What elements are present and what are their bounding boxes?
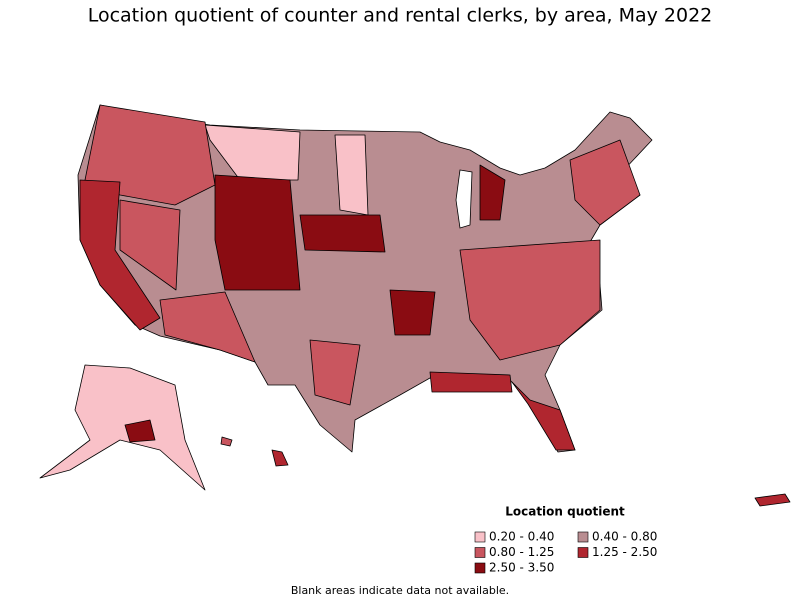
legend-swatch xyxy=(474,547,486,558)
region xyxy=(124,419,156,443)
footnote: Blank areas indicate data not available. xyxy=(291,584,509,597)
region xyxy=(511,381,576,451)
region xyxy=(271,449,289,467)
region xyxy=(299,214,386,253)
region xyxy=(569,139,641,226)
legend-label: 0.40 - 0.80 xyxy=(592,530,657,544)
legend-swatch xyxy=(474,562,486,574)
region xyxy=(214,174,301,291)
lake-michigan xyxy=(455,169,473,229)
region xyxy=(39,364,206,491)
legend-label: 0.20 - 0.40 xyxy=(489,530,554,544)
legend: 0.20 - 0.40 0.40 - 0.80 0.80 - 1.25 1.25 - … xyxy=(474,530,657,575)
region xyxy=(79,179,161,331)
map-title: Location quotient of counter and rental … xyxy=(88,5,713,27)
region xyxy=(429,371,513,393)
region xyxy=(389,289,436,336)
legend-label: 2.50 - 3.50 xyxy=(489,561,554,575)
legend-title: Location quotient xyxy=(505,505,625,519)
region xyxy=(754,493,791,507)
region xyxy=(220,436,233,447)
map xyxy=(39,104,791,507)
region xyxy=(479,164,506,221)
region xyxy=(159,291,256,363)
legend-label: 0.80 - 1.25 xyxy=(489,545,554,559)
legend-swatch xyxy=(577,531,589,543)
region xyxy=(119,199,181,291)
region xyxy=(334,134,369,216)
legend-swatch xyxy=(577,547,589,558)
region xyxy=(459,239,601,361)
region xyxy=(309,339,361,406)
legend-swatch xyxy=(474,531,486,543)
legend-label: 1.25 - 2.50 xyxy=(592,545,657,559)
